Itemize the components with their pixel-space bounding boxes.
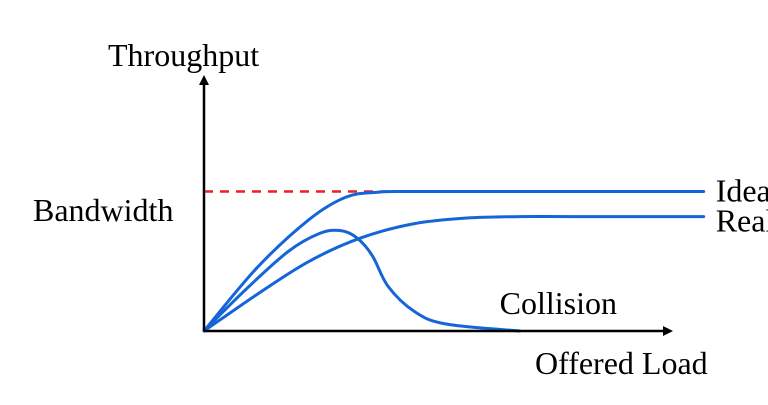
bandwidth-label: Bandwidth (33, 192, 173, 228)
series-label-collision: Collision (500, 285, 617, 321)
series-line-collision (202, 228, 522, 333)
y-axis-label: Throughput (108, 37, 259, 73)
series-label-reality: Reality (716, 203, 768, 239)
series-layer (202, 189, 706, 333)
series-line-ideal (202, 189, 706, 333)
x-axis-label: Offered Load (535, 345, 708, 381)
series-line-reality (202, 215, 706, 333)
series-label-ideal: Ideal (716, 173, 768, 209)
